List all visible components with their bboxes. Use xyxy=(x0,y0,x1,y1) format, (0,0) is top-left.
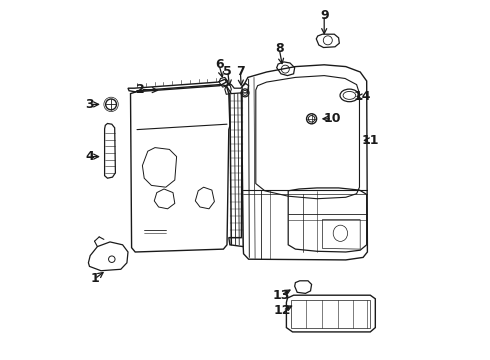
Text: 11: 11 xyxy=(362,134,379,147)
Text: 3: 3 xyxy=(85,98,94,111)
Text: 12: 12 xyxy=(274,304,292,317)
Text: 13: 13 xyxy=(272,289,290,302)
Text: 7: 7 xyxy=(236,65,245,78)
Text: 14: 14 xyxy=(353,90,371,103)
Text: 9: 9 xyxy=(320,9,328,22)
Text: 2: 2 xyxy=(136,83,145,96)
Text: 5: 5 xyxy=(223,65,232,78)
Text: 6: 6 xyxy=(215,58,223,71)
Text: 10: 10 xyxy=(323,112,341,125)
Text: 4: 4 xyxy=(85,150,94,163)
Text: 8: 8 xyxy=(275,42,284,55)
Text: 1: 1 xyxy=(90,273,99,285)
